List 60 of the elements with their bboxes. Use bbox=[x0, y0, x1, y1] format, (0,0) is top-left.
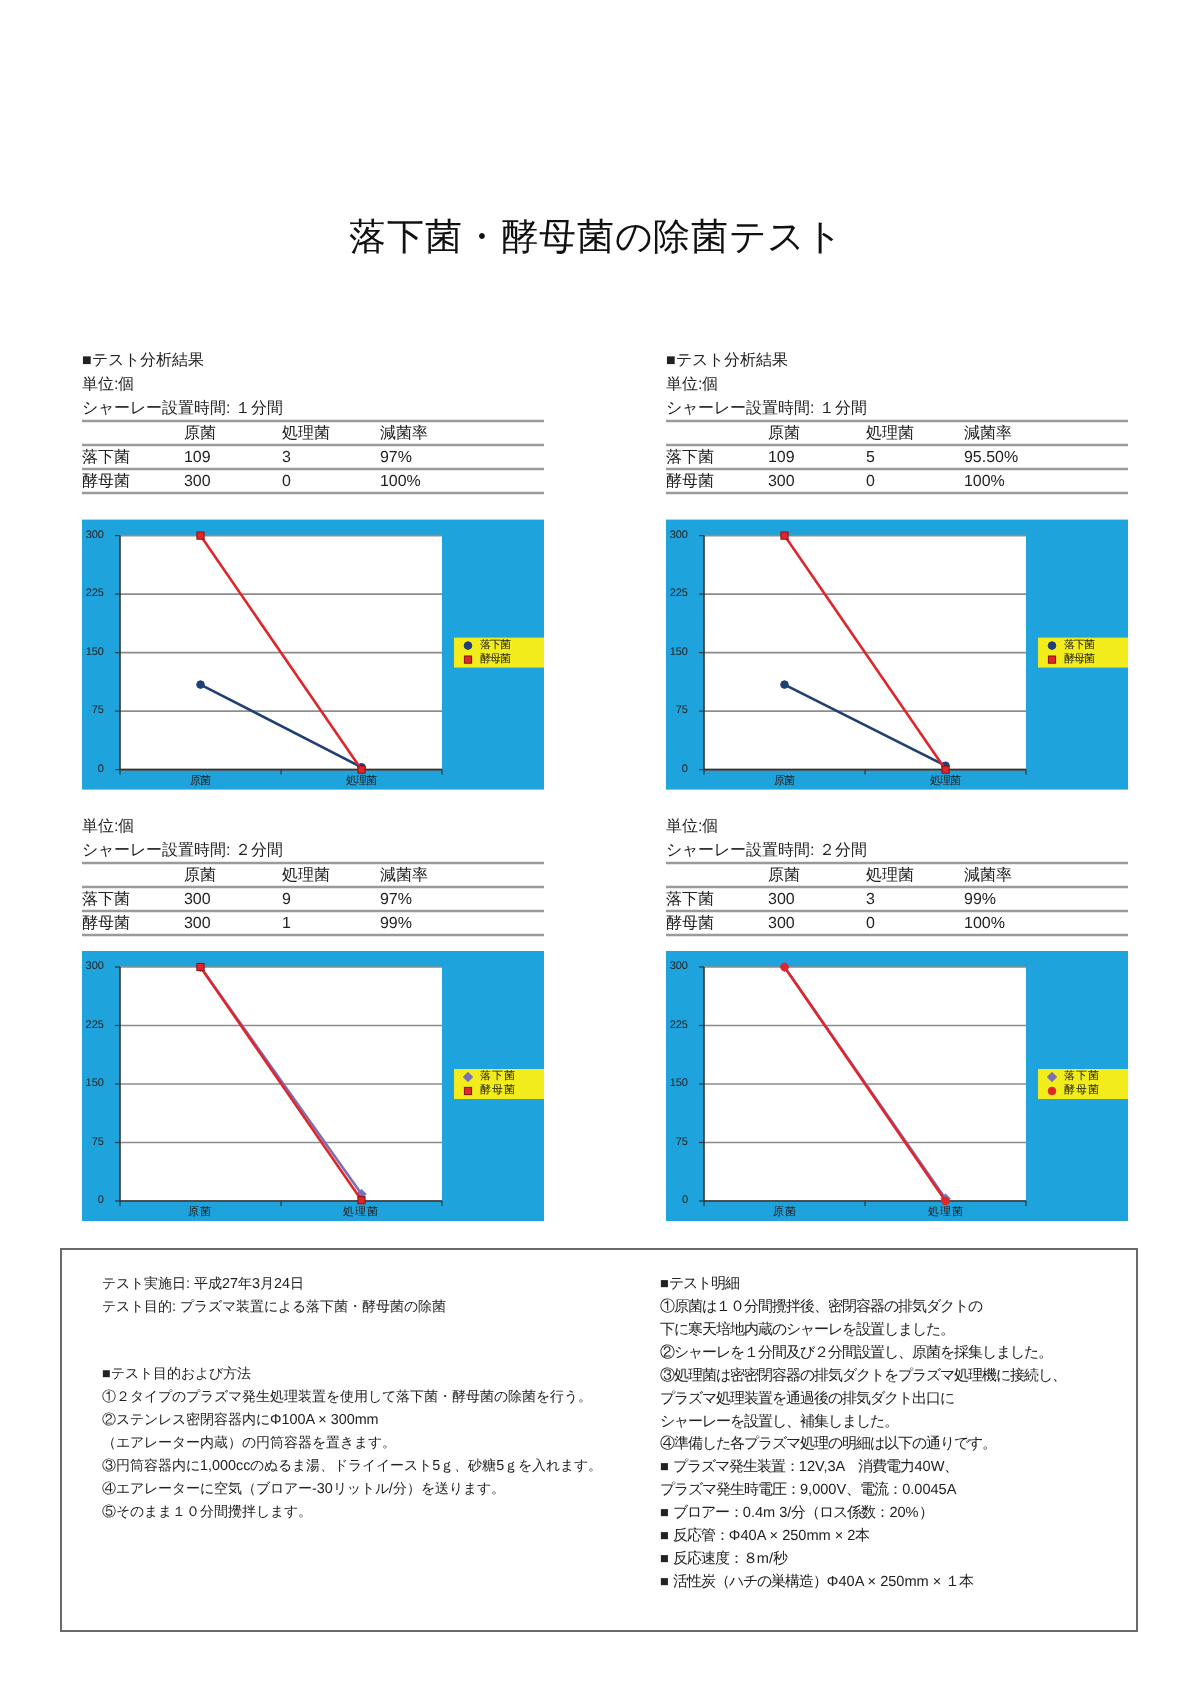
data-label: 300 bbox=[183, 472, 212, 491]
data-label: 0 bbox=[281, 472, 292, 491]
text: シャーレー設置時間: ２分間 bbox=[666, 840, 867, 858]
text: 落下菌 bbox=[666, 889, 714, 907]
text: 減菌率 bbox=[964, 424, 1012, 443]
text: 酵母菌 bbox=[666, 472, 714, 491]
point bbox=[195, 531, 204, 541]
text: 落下菌 bbox=[81, 448, 130, 467]
point bbox=[195, 680, 205, 690]
data-label: 5 bbox=[866, 448, 876, 467]
category-label: 処理菌 bbox=[281, 865, 330, 883]
data-label: 3 bbox=[866, 889, 876, 907]
text: 減菌率 bbox=[379, 865, 428, 883]
text: 97% bbox=[379, 889, 412, 907]
text: 酵母菌 bbox=[81, 913, 130, 931]
data-label: 300 bbox=[768, 913, 796, 931]
text: 酵母菌 bbox=[81, 472, 130, 491]
data-label: 1 bbox=[281, 913, 292, 931]
data-label: 300 bbox=[183, 913, 212, 931]
data-label: 300 bbox=[768, 472, 796, 491]
text: 100% bbox=[379, 472, 421, 491]
category-label: 処理菌 bbox=[281, 424, 330, 443]
point bbox=[356, 1195, 365, 1204]
data-label: 0 bbox=[866, 913, 876, 931]
chart-title: ■テスト分析結果 bbox=[81, 351, 204, 370]
text: 減菌率 bbox=[964, 865, 1012, 883]
data-label: 109 bbox=[768, 448, 796, 467]
category-label: 処理菌 bbox=[866, 424, 914, 443]
text: シャーレー設置時間: ２分間 bbox=[81, 840, 283, 858]
point bbox=[780, 531, 789, 541]
text: 100% bbox=[964, 472, 1005, 491]
text: 落下菌 bbox=[666, 448, 714, 467]
text: 95.50% bbox=[964, 448, 1019, 467]
data-label: 0 bbox=[866, 472, 876, 491]
text: 単位:個 bbox=[666, 816, 719, 834]
data-label: 9 bbox=[281, 889, 292, 907]
text: 単位:個 bbox=[81, 816, 134, 834]
text: 減菌率 bbox=[379, 424, 428, 443]
text: 落下菌 bbox=[81, 889, 130, 907]
text: シャーレー設置時間: １分間 bbox=[81, 399, 283, 418]
text: シャーレー設置時間: １分間 bbox=[666, 399, 867, 418]
category-label: 原菌 bbox=[183, 424, 216, 443]
chart-title: ■テスト分析結果 bbox=[666, 351, 788, 370]
text: 単位:個 bbox=[666, 375, 719, 394]
category-label: 原菌 bbox=[183, 865, 216, 883]
text: 97% bbox=[379, 448, 412, 467]
text: 単位:個 bbox=[81, 375, 134, 394]
data-label: 109 bbox=[183, 448, 212, 467]
text: 99% bbox=[964, 889, 997, 907]
category-label: 原菌 bbox=[768, 424, 800, 443]
data-label: 3 bbox=[281, 448, 292, 467]
category-label: 処理菌 bbox=[866, 865, 914, 883]
data-label: 300 bbox=[768, 889, 796, 907]
data-label: 300 bbox=[183, 889, 212, 907]
text: 落下菌・酵母菌の除菌テスト bbox=[348, 215, 842, 257]
category-label: 原菌 bbox=[768, 865, 800, 883]
text: 99% bbox=[379, 913, 412, 931]
text: 酵母菌 bbox=[666, 913, 714, 931]
text: 100% bbox=[964, 913, 1005, 931]
point bbox=[780, 680, 789, 690]
